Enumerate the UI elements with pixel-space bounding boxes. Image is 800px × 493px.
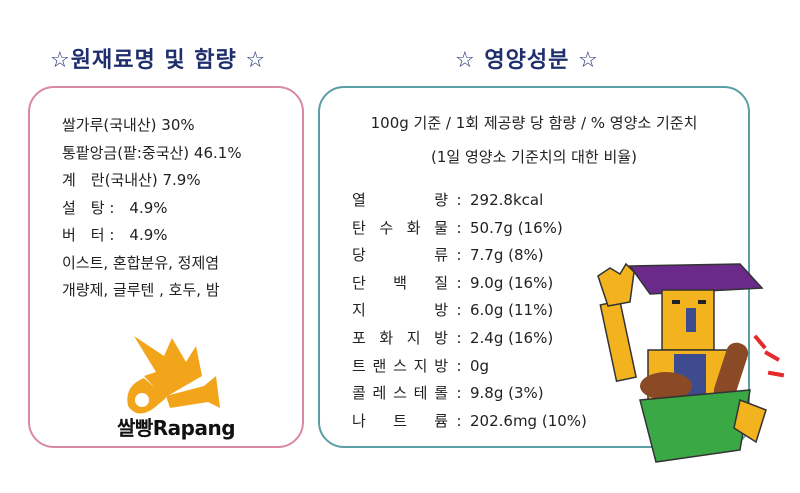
separator: : bbox=[456, 191, 462, 209]
nutrition-row: 당 류:7.7g (8%) bbox=[352, 242, 587, 270]
nutrition-basis: 100g 기준 / 1회 제공량 당 함량 / % 영양소 기준치 bbox=[370, 114, 698, 132]
nutrition-row: 지 방:6.0g (11%) bbox=[352, 297, 587, 325]
separator: : bbox=[456, 411, 462, 430]
baker-character-icon bbox=[597, 262, 785, 463]
separator: : bbox=[456, 246, 462, 265]
nutrient-value: 6.0g (11%) bbox=[470, 301, 554, 320]
nutrient-value: 202.6mg (10%) bbox=[470, 411, 587, 430]
nutrition-row: 나 트 륨:202.6mg (10%) bbox=[352, 408, 587, 436]
ingredient-item: 설 탕 : 4.9% bbox=[62, 198, 168, 217]
ingredient-item: 계 란(국내산) 7.9% bbox=[62, 171, 201, 189]
rapang-logo-icon bbox=[127, 336, 220, 414]
separator: : bbox=[456, 356, 462, 375]
nutrient-value: 7.7g (8%) bbox=[470, 246, 544, 265]
brand-logo-text: 쌀빵Rapang bbox=[116, 416, 236, 440]
nutrient-value: 292.8kcal bbox=[470, 191, 544, 209]
nutrition-table: 열 량:292.8kcal 탄 수 화 물:50.7g (16%) 당 류:7.7g (8%)… bbox=[352, 187, 587, 435]
ingredient-item: 이스트, 혼합분유, 정제염 bbox=[62, 253, 220, 272]
nutrition-title: ☆ 영양성분 ☆ bbox=[455, 48, 599, 73]
nutrient-value: 2.4g (16%) bbox=[470, 328, 554, 347]
nutrient-value: 9.8g (3%) bbox=[470, 384, 544, 403]
nutrition-row: 트 랜 스 지 방:0g bbox=[352, 353, 587, 381]
ingredients-panel: 쌀가루(국내산) 30% 통팥앙금(팥:중국산) 46.1% 계 란(국내산) … bbox=[28, 86, 304, 448]
ingredient-item: 개량제, 글루텐 , 호두, 밤 bbox=[62, 281, 220, 299]
separator: : bbox=[456, 273, 462, 292]
nutrition-row: 탄 수 화 물:50.7g (16%) bbox=[352, 215, 587, 243]
nutrition-row: 포 화 지 방:2.4g (16%) bbox=[352, 325, 587, 353]
nutrition-reference: (1일 영양소 기준치의 대한 비율) bbox=[431, 148, 637, 166]
nutrition-row: 열 량:292.8kcal bbox=[352, 187, 587, 215]
separator: : bbox=[456, 218, 462, 237]
ingredient-item: 통팥앙금(팥:중국산) 46.1% bbox=[62, 143, 242, 162]
nutrition-row: 콜 레 스 테 롤:9.8g (3%) bbox=[352, 380, 587, 408]
separator: : bbox=[456, 328, 462, 347]
ingredients-title: ☆원재료명 및 함량 ☆ bbox=[50, 48, 267, 73]
nutrition-row: 단 백 질:9.0g (16%) bbox=[352, 270, 587, 298]
nutrient-value: 0g bbox=[470, 356, 490, 375]
ingredient-item: 버 터 : 4.9% bbox=[62, 226, 168, 244]
nutrient-value: 50.7g (16%) bbox=[470, 218, 563, 237]
separator: : bbox=[456, 301, 462, 320]
ingredient-item: 쌀가루(국내산) 30% bbox=[62, 116, 195, 134]
separator: : bbox=[456, 384, 462, 403]
nutrient-value: 9.0g (16%) bbox=[470, 273, 554, 292]
ingredients-list: 쌀가루(국내산) 30% 통팥앙금(팥:중국산) 46.1% 계 란(국내산) … bbox=[62, 112, 242, 305]
